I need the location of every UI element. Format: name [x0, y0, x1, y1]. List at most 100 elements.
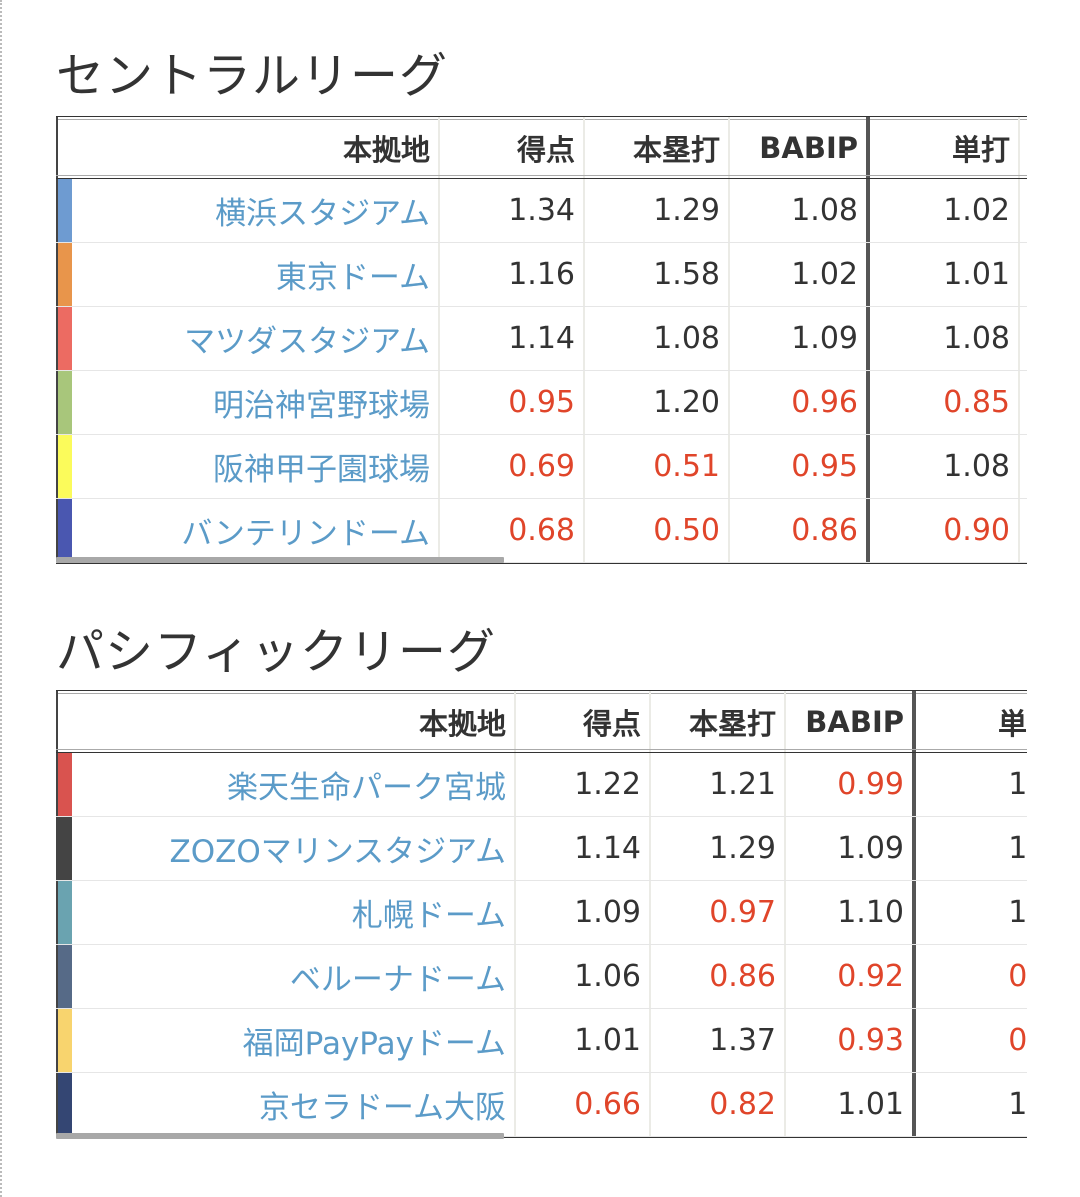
column-header-1[interactable]: 得点 [516, 691, 651, 752]
team-color-swatch [56, 1073, 72, 1136]
stadium-name-link[interactable]: バンテリンドーム [72, 499, 440, 562]
park-factor-value: 1.09 [516, 881, 651, 944]
team-color-swatch [56, 435, 72, 498]
table-row: 横浜スタジアム 1.34 1.29 1.08 1.02 [56, 179, 1027, 243]
table-row: バンテリンドーム 0.68 0.50 0.86 0.90 [56, 499, 1027, 563]
park-factor-value: 0.51 [585, 435, 730, 498]
stadium-name-link[interactable]: 阪神甲子園球場 [72, 435, 440, 498]
central-league-title: セントラルリーグ [56, 48, 449, 104]
stadium-name-link[interactable]: 福岡PayPayドーム [72, 1009, 516, 1072]
park-factor-value: 1.58 [585, 243, 730, 306]
park-factor-value: 1.08 [870, 435, 1020, 498]
park-factor-value: 0.95 [730, 435, 870, 498]
park-factor-value: 1.29 [651, 817, 786, 880]
park-factor-value: 0.8 [916, 945, 1027, 1008]
stadium-name-link[interactable]: マツダスタジアム [72, 307, 440, 370]
park-factor-value: 0.97 [651, 881, 786, 944]
park-factor-value: 0.82 [651, 1073, 786, 1136]
park-factor-value: 1.1 [916, 881, 1027, 944]
team-color-swatch [56, 817, 72, 880]
park-factor-value: 1.08 [585, 307, 730, 370]
park-factor-value: 1.01 [786, 1073, 916, 1136]
table-row: 東京ドーム 1.16 1.58 1.02 1.01 [56, 243, 1027, 307]
stadium-name-link[interactable]: 明治神宮野球場 [72, 371, 440, 434]
pacific-table-scrollbar[interactable] [56, 1133, 504, 1139]
column-header-0[interactable]: 本拠地 [72, 691, 516, 752]
park-factor-value: 1.02 [730, 243, 870, 306]
column-header-1[interactable]: 得点 [440, 117, 585, 178]
central-league-table[interactable]: 本拠地 得点 本塁打 BABIP 単打 横浜スタジアム 1.34 1.29 1.08 1.02 東京… [56, 116, 1027, 564]
park-factor-value: 1.37 [651, 1009, 786, 1072]
team-color-swatch [56, 1009, 72, 1072]
park-factor-value: 1.34 [440, 179, 585, 242]
team-color-swatch [56, 179, 72, 242]
park-factor-value: 0.95 [440, 371, 585, 434]
park-factor-value: 1.14 [516, 817, 651, 880]
table-row: マツダスタジアム 1.14 1.08 1.09 1.08 [56, 307, 1027, 371]
park-factor-value: 1.21 [651, 753, 786, 816]
park-factor-value: 1.01 [870, 243, 1020, 306]
park-factor-value: 0.66 [516, 1073, 651, 1136]
park-factor-value: 1.09 [786, 817, 916, 880]
park-factor-value: 1.10 [786, 881, 916, 944]
park-factor-value: 1.22 [516, 753, 651, 816]
park-factor-value: 0.90 [870, 499, 1020, 562]
team-color-swatch [56, 243, 72, 306]
column-header-4[interactable]: 単打 [916, 691, 1027, 752]
central-table-scrollbar[interactable] [56, 557, 504, 563]
park-factor-value: 1.02 [870, 179, 1020, 242]
table-row: 明治神宮野球場 0.95 1.20 0.96 0.85 [56, 371, 1027, 435]
park-factor-value: 0.69 [440, 435, 585, 498]
stadium-name-link[interactable]: ベルーナドーム [72, 945, 516, 1008]
park-factor-value: 1.20 [585, 371, 730, 434]
park-factor-value: 1.0 [916, 1073, 1027, 1136]
stadium-name-link[interactable]: ZOZOマリンスタジアム [72, 817, 516, 880]
park-factor-value: 0.96 [730, 371, 870, 434]
column-header-0[interactable]: 本拠地 [72, 117, 440, 178]
column-header-4[interactable]: 単打 [870, 117, 1020, 178]
pacific-league-section: パシフィックリーグ 本拠地得点本塁打BABIP単打楽天生命パーク宮城1.221.… [56, 624, 1080, 1139]
left-border [0, 0, 2, 1197]
team-color-swatch [56, 753, 72, 816]
park-factor-value: 0.68 [440, 499, 585, 562]
stadium-name-link[interactable]: 京セラドーム大阪 [72, 1073, 516, 1136]
team-color-swatch [56, 307, 72, 370]
park-factor-value: 1.29 [585, 179, 730, 242]
stadium-name-link[interactable]: 楽天生命パーク宮城 [72, 753, 516, 816]
table-row: 阪神甲子園球場 0.69 0.51 0.95 1.08 [56, 435, 1027, 499]
team-color-swatch [56, 499, 72, 562]
pacific-league-title: パシフィックリーグ [56, 624, 497, 680]
park-factor-value: 1.16 [440, 243, 585, 306]
column-header-3[interactable]: BABIP [730, 117, 870, 178]
stadium-name-link[interactable]: 札幌ドーム [72, 881, 516, 944]
park-factor-value: 0.93 [786, 1009, 916, 1072]
column-header-2[interactable]: 本塁打 [585, 117, 730, 178]
park-factor-value: 1.01 [516, 1009, 651, 1072]
park-factor-value: 1.14 [440, 307, 585, 370]
team-color-swatch [56, 945, 72, 1008]
park-factor-value: 0.8 [916, 1009, 1027, 1072]
park-factor-value: 0.86 [651, 945, 786, 1008]
column-header-3[interactable]: BABIP [786, 691, 916, 752]
header-swatch-spacer [56, 117, 72, 178]
park-factor-value: 0.85 [870, 371, 1020, 434]
pacific-league-table[interactable]: 本拠地得点本塁打BABIP単打楽天生命パーク宮城1.221.210.991.0Z… [56, 690, 1027, 1138]
stadium-name-link[interactable]: 横浜スタジアム [72, 179, 440, 242]
park-factor-value: 1.0 [916, 817, 1027, 880]
header-swatch-spacer [56, 691, 72, 752]
stadium-name-link[interactable]: 東京ドーム [72, 243, 440, 306]
park-factor-value: 0.86 [730, 499, 870, 562]
park-factor-value: 1.08 [870, 307, 1020, 370]
team-color-swatch [56, 371, 72, 434]
park-factor-value: 0.92 [786, 945, 916, 1008]
park-factor-value: 1.08 [730, 179, 870, 242]
column-header-2[interactable]: 本塁打 [651, 691, 786, 752]
